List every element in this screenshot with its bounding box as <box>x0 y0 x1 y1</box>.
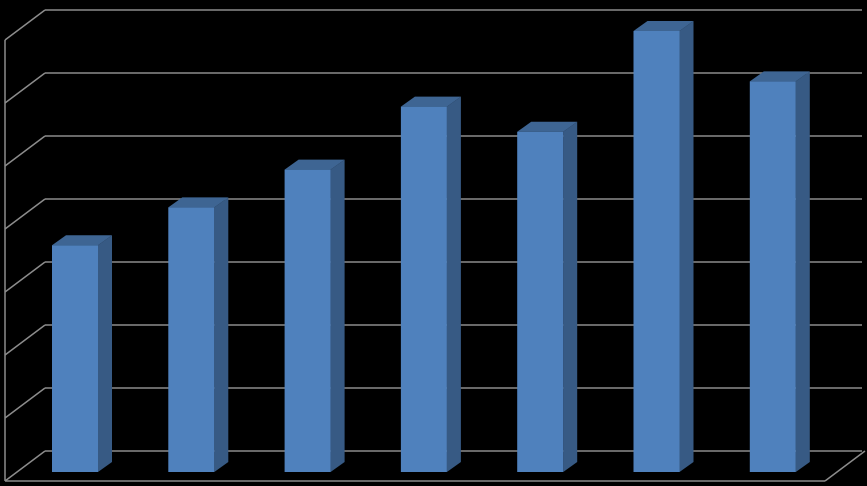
bar-side <box>679 21 694 472</box>
bar-side <box>214 197 229 472</box>
bar-side <box>98 235 112 472</box>
bar <box>284 159 345 472</box>
bar <box>633 21 694 472</box>
bar <box>400 96 461 472</box>
bar <box>749 71 810 473</box>
grid-line-side <box>4 324 46 356</box>
grid-line-side <box>4 387 46 419</box>
bar-top <box>168 197 229 208</box>
grid-line-side <box>4 450 46 482</box>
bar-side <box>446 96 461 472</box>
bar-top <box>517 121 578 132</box>
bar-top <box>284 159 345 170</box>
grid-line-side <box>4 198 46 230</box>
bar <box>52 235 112 472</box>
bar-side <box>795 71 810 473</box>
grid-line-side <box>4 261 46 293</box>
bar-front <box>633 31 680 472</box>
grid-line-side <box>4 9 46 41</box>
bar-top <box>400 96 461 107</box>
bar-side <box>563 121 578 473</box>
bar <box>168 197 229 472</box>
bar <box>517 121 578 473</box>
bar-top <box>633 21 694 31</box>
bar-front <box>400 106 447 472</box>
grid-line-side <box>4 72 46 104</box>
grid-line-side <box>4 135 46 167</box>
bar-front <box>52 245 98 472</box>
bar-front <box>517 131 564 473</box>
bar-front <box>168 207 215 472</box>
bar-top <box>749 71 810 82</box>
bar-side <box>330 159 345 472</box>
floor-right-edge <box>824 450 866 482</box>
bar-front <box>749 81 796 473</box>
bar-top <box>52 235 112 246</box>
bar-front <box>284 169 331 472</box>
